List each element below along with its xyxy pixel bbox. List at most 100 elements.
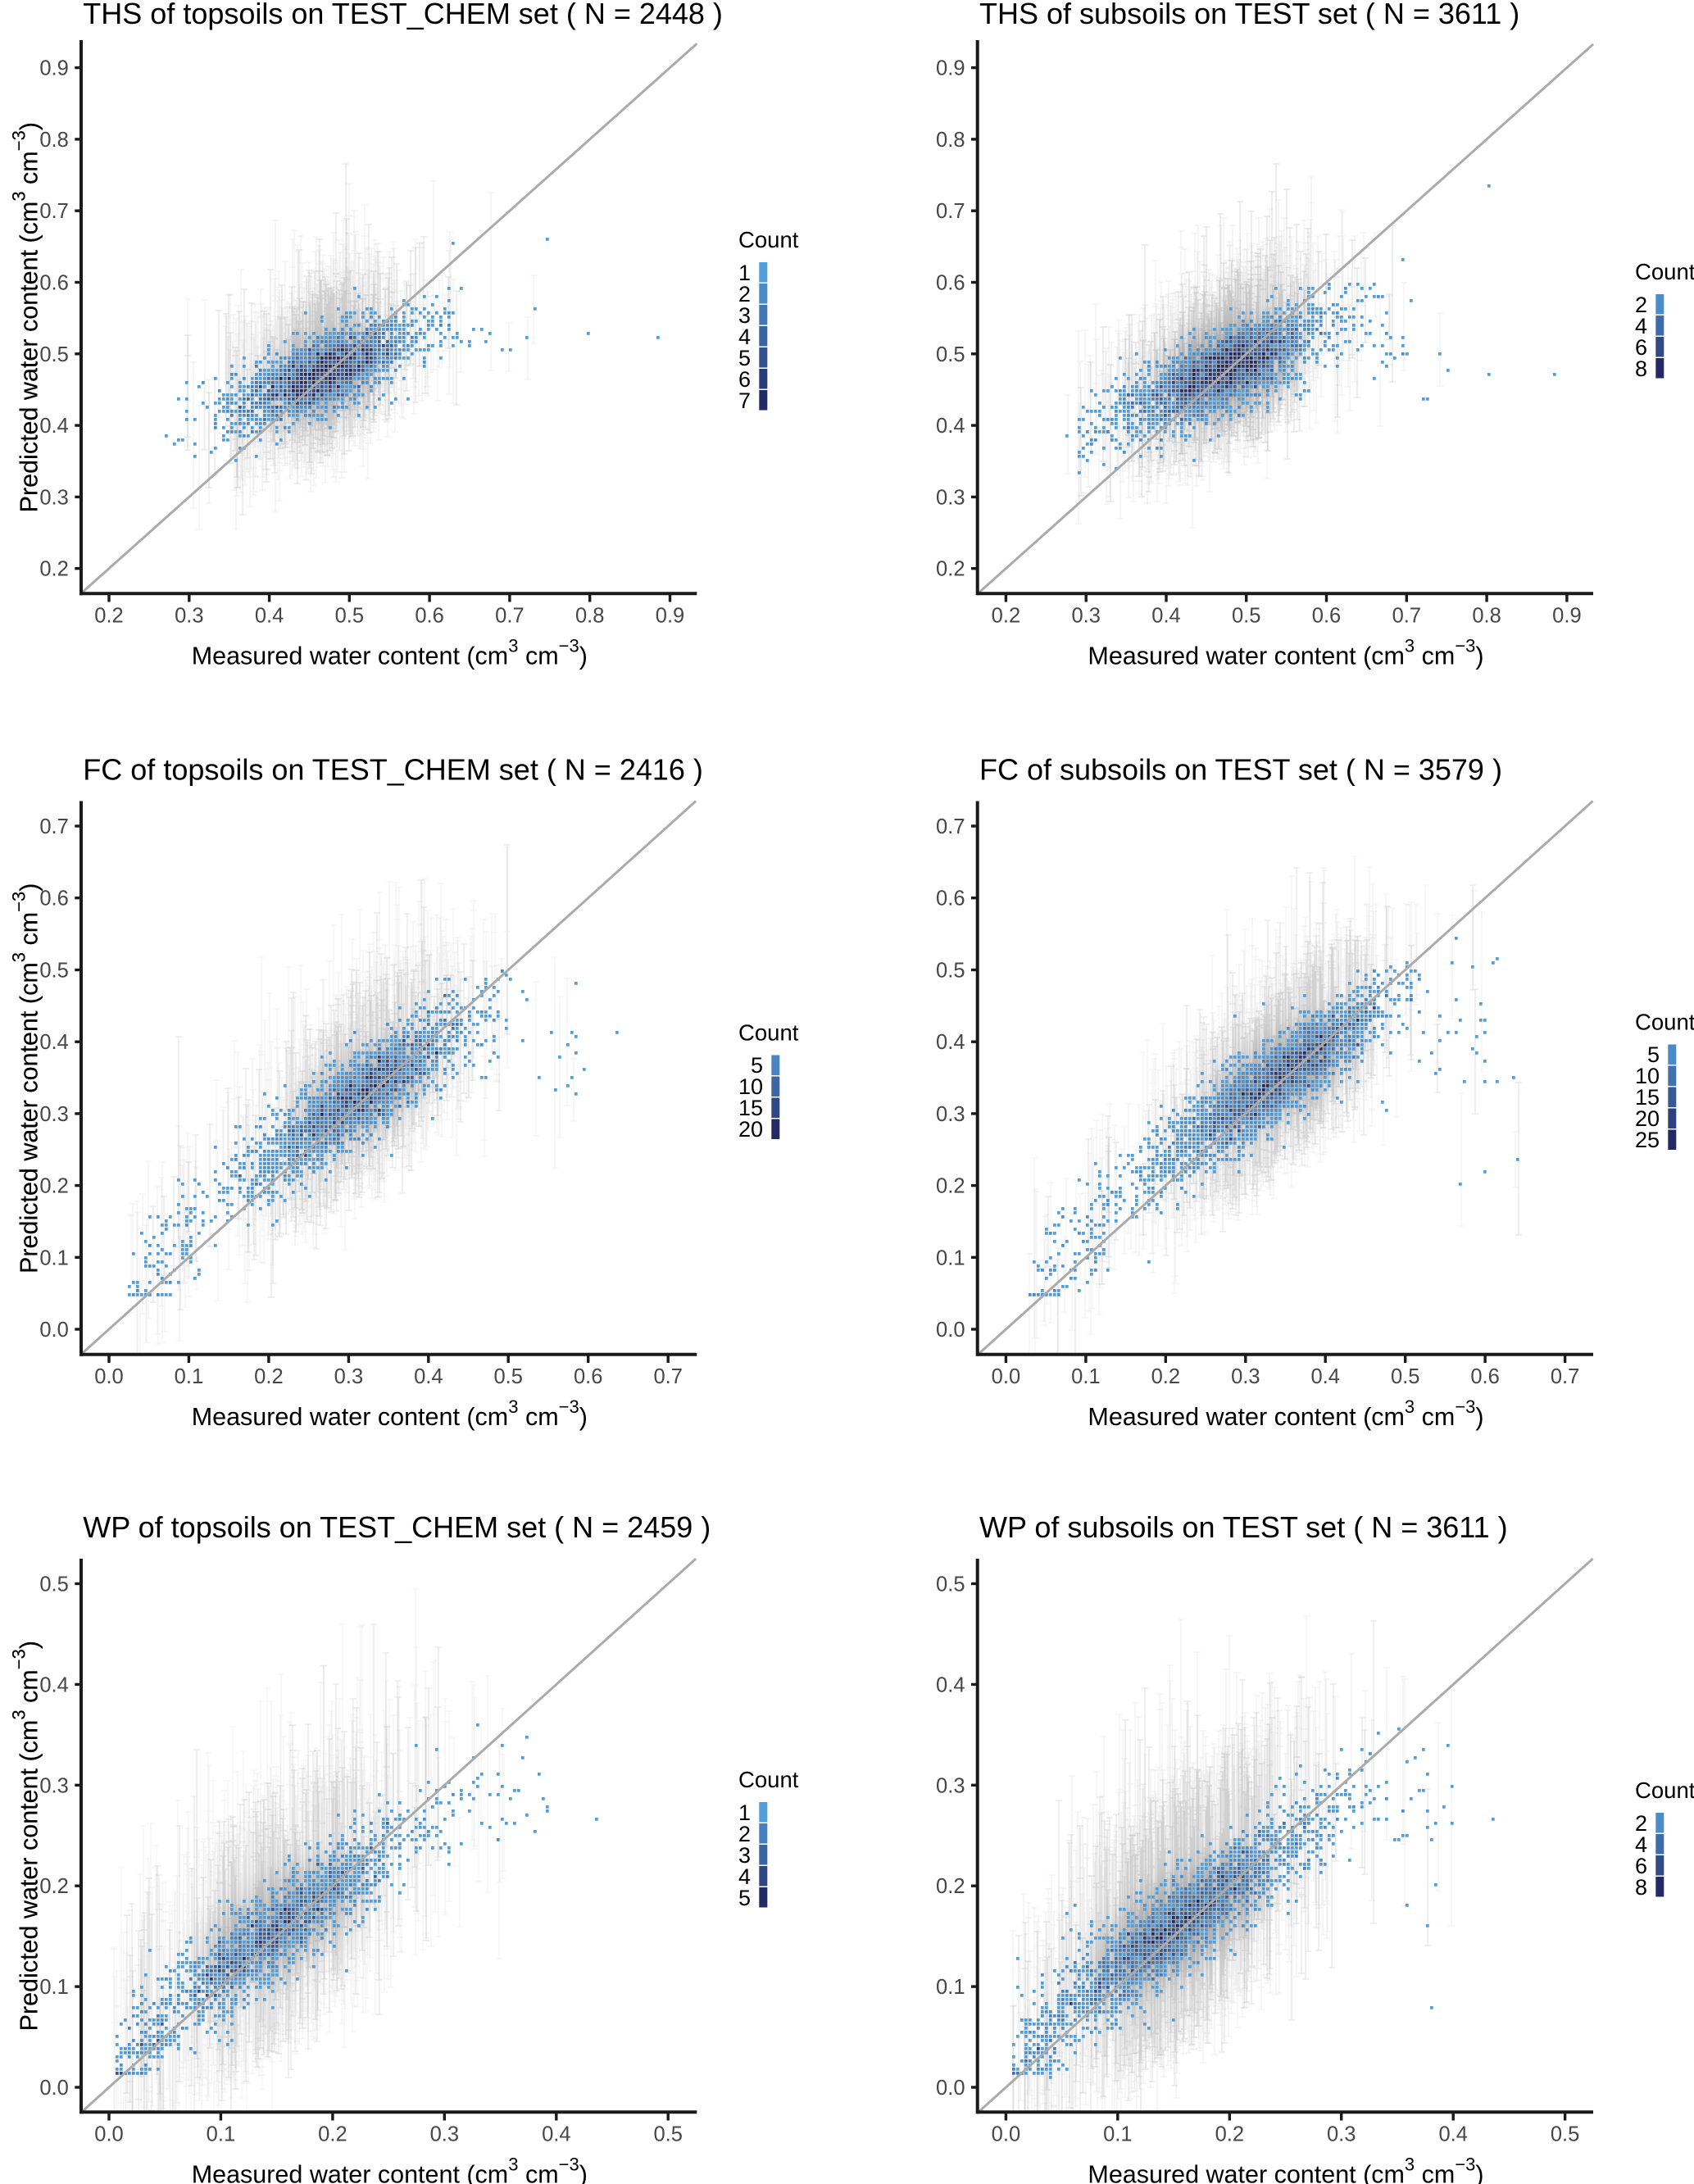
svg-text:Count: Count bbox=[738, 1767, 799, 1792]
svg-text:0.2: 0.2 bbox=[936, 558, 965, 581]
svg-text:0.0: 0.0 bbox=[39, 1319, 68, 1342]
svg-text:15: 15 bbox=[738, 1096, 763, 1120]
svg-text:0.6: 0.6 bbox=[1470, 1365, 1499, 1388]
svg-text:Measured water content (cm3 cm: Measured water content (cm3 cm−3) bbox=[1088, 2154, 1483, 2184]
svg-text:0.3: 0.3 bbox=[39, 486, 68, 509]
svg-text:Predicted water content (cm3 c: Predicted water content (cm3 cm−3) bbox=[9, 1641, 43, 2031]
svg-text:4: 4 bbox=[1635, 314, 1647, 338]
svg-text:1: 1 bbox=[738, 261, 751, 285]
svg-text:25: 25 bbox=[1635, 1128, 1660, 1152]
svg-text:0.3: 0.3 bbox=[936, 1774, 965, 1797]
svg-text:0.2: 0.2 bbox=[1151, 1365, 1180, 1388]
svg-text:0.0: 0.0 bbox=[39, 2077, 68, 2100]
svg-text:0.1: 0.1 bbox=[39, 1246, 68, 1269]
svg-text:0.7: 0.7 bbox=[1392, 605, 1421, 628]
svg-text:Count: Count bbox=[1635, 1778, 1694, 1803]
svg-text:5: 5 bbox=[738, 346, 751, 370]
svg-text:Measured water content (cm3 cm: Measured water content (cm3 cm−3) bbox=[192, 2154, 588, 2184]
svg-text:0.7: 0.7 bbox=[936, 815, 965, 838]
svg-text:Count: Count bbox=[1635, 259, 1694, 284]
svg-text:0.0: 0.0 bbox=[992, 2123, 1020, 2146]
svg-text:0.2: 0.2 bbox=[94, 605, 123, 628]
svg-text:0.4: 0.4 bbox=[39, 1673, 68, 1696]
svg-text:0.0: 0.0 bbox=[936, 2077, 965, 2100]
svg-text:0.2: 0.2 bbox=[1215, 2123, 1244, 2146]
svg-text:0.2: 0.2 bbox=[936, 1875, 965, 1898]
svg-text:0.1: 0.1 bbox=[936, 1246, 965, 1269]
svg-text:0.0: 0.0 bbox=[94, 1365, 123, 1388]
svg-text:0.5: 0.5 bbox=[936, 1573, 965, 1596]
svg-text:0.9: 0.9 bbox=[936, 57, 965, 80]
svg-text:0.6: 0.6 bbox=[39, 272, 68, 295]
svg-text:0.3: 0.3 bbox=[1071, 605, 1100, 628]
svg-text:THS of subsoils on TEST set (: THS of subsoils on TEST set ( N = 3611 ) bbox=[979, 0, 1519, 30]
svg-text:0.1: 0.1 bbox=[936, 1976, 965, 1999]
svg-text:0.5: 0.5 bbox=[936, 343, 965, 366]
svg-text:0.6: 0.6 bbox=[936, 272, 965, 295]
svg-text:0.1: 0.1 bbox=[1103, 2123, 1132, 2146]
svg-text:FC of subsoils on TEST set ( N: FC of subsoils on TEST set ( N = 3579 ) bbox=[979, 753, 1502, 787]
svg-text:1: 1 bbox=[738, 1800, 751, 1825]
svg-text:WP of topsoils on TEST_CHEM se: WP of topsoils on TEST_CHEM set ( N = 24… bbox=[83, 1510, 711, 1544]
svg-text:0.3: 0.3 bbox=[1231, 1365, 1260, 1388]
svg-text:0.1: 0.1 bbox=[207, 2123, 235, 2146]
svg-text:0.5: 0.5 bbox=[335, 605, 364, 628]
svg-text:2: 2 bbox=[738, 1822, 751, 1846]
svg-text:Count: Count bbox=[738, 1020, 799, 1046]
svg-text:5: 5 bbox=[1647, 1042, 1660, 1067]
svg-text:Predicted water content (cm3 c: Predicted water content (cm3 cm−3) bbox=[9, 122, 43, 512]
svg-text:10: 10 bbox=[738, 1074, 763, 1099]
svg-text:8: 8 bbox=[1635, 356, 1647, 381]
svg-text:0.3: 0.3 bbox=[39, 1103, 68, 1126]
svg-text:Measured water content (cm3 cm: Measured water content (cm3 cm−3) bbox=[1088, 635, 1483, 670]
svg-text:0.1: 0.1 bbox=[39, 1976, 68, 1999]
svg-text:0.4: 0.4 bbox=[1310, 1365, 1339, 1388]
svg-text:0.6: 0.6 bbox=[415, 605, 443, 628]
svg-text:0.7: 0.7 bbox=[39, 815, 68, 838]
svg-text:0.3: 0.3 bbox=[334, 1365, 363, 1388]
svg-text:4: 4 bbox=[738, 325, 751, 349]
svg-text:0.8: 0.8 bbox=[936, 129, 965, 152]
svg-text:20: 20 bbox=[1635, 1106, 1660, 1131]
svg-text:0.8: 0.8 bbox=[1472, 605, 1501, 628]
svg-text:0.4: 0.4 bbox=[936, 1031, 965, 1054]
svg-text:0.4: 0.4 bbox=[1151, 605, 1180, 628]
svg-text:0.3: 0.3 bbox=[39, 1774, 68, 1797]
svg-text:0.7: 0.7 bbox=[495, 605, 524, 628]
svg-text:0.5: 0.5 bbox=[653, 2123, 682, 2146]
svg-text:0.6: 0.6 bbox=[574, 1365, 602, 1388]
svg-text:0.2: 0.2 bbox=[992, 605, 1020, 628]
svg-text:0.2: 0.2 bbox=[936, 1175, 965, 1198]
svg-text:0.5: 0.5 bbox=[39, 1573, 68, 1596]
svg-text:Measured water content (cm3 cm: Measured water content (cm3 cm−3) bbox=[192, 635, 588, 670]
svg-text:0.5: 0.5 bbox=[1391, 1365, 1419, 1388]
svg-text:Measured water content (cm3 cm: Measured water content (cm3 cm−3) bbox=[1088, 1396, 1483, 1431]
svg-text:THS of topsoils on TEST_CHEM s: THS of topsoils on TEST_CHEM set ( N = 2… bbox=[83, 0, 723, 30]
svg-text:0.4: 0.4 bbox=[542, 2123, 570, 2146]
svg-text:0.9: 0.9 bbox=[39, 57, 68, 80]
svg-text:0.5: 0.5 bbox=[1232, 605, 1260, 628]
svg-text:Predicted water content (cm3 c: Predicted water content (cm3 cm−3) bbox=[9, 1641, 43, 2031]
svg-text:0.3: 0.3 bbox=[1327, 2123, 1356, 2146]
svg-text:0.5: 0.5 bbox=[1551, 2123, 1579, 2146]
svg-text:15: 15 bbox=[1635, 1085, 1660, 1110]
svg-text:5: 5 bbox=[751, 1053, 763, 1078]
svg-text:0.4: 0.4 bbox=[936, 1673, 965, 1696]
svg-text:0.3: 0.3 bbox=[936, 486, 965, 509]
svg-text:2: 2 bbox=[1635, 1811, 1647, 1836]
svg-text:0.1: 0.1 bbox=[175, 1365, 203, 1388]
svg-text:0.1: 0.1 bbox=[1071, 1365, 1100, 1388]
svg-text:4: 4 bbox=[738, 1864, 751, 1889]
svg-text:0.7: 0.7 bbox=[1551, 1365, 1579, 1388]
svg-text:8: 8 bbox=[1635, 1875, 1647, 1900]
svg-text:6: 6 bbox=[738, 367, 751, 392]
svg-text:4: 4 bbox=[1635, 1832, 1647, 1857]
svg-text:0.6: 0.6 bbox=[1312, 605, 1341, 628]
svg-text:3: 3 bbox=[738, 1843, 751, 1868]
svg-text:0.0: 0.0 bbox=[936, 1319, 965, 1342]
svg-text:0.7: 0.7 bbox=[936, 200, 965, 223]
svg-text:0.4: 0.4 bbox=[414, 1365, 443, 1388]
svg-text:0.3: 0.3 bbox=[430, 2123, 459, 2146]
svg-text:Count: Count bbox=[1635, 1010, 1694, 1035]
svg-text:2: 2 bbox=[738, 282, 751, 306]
